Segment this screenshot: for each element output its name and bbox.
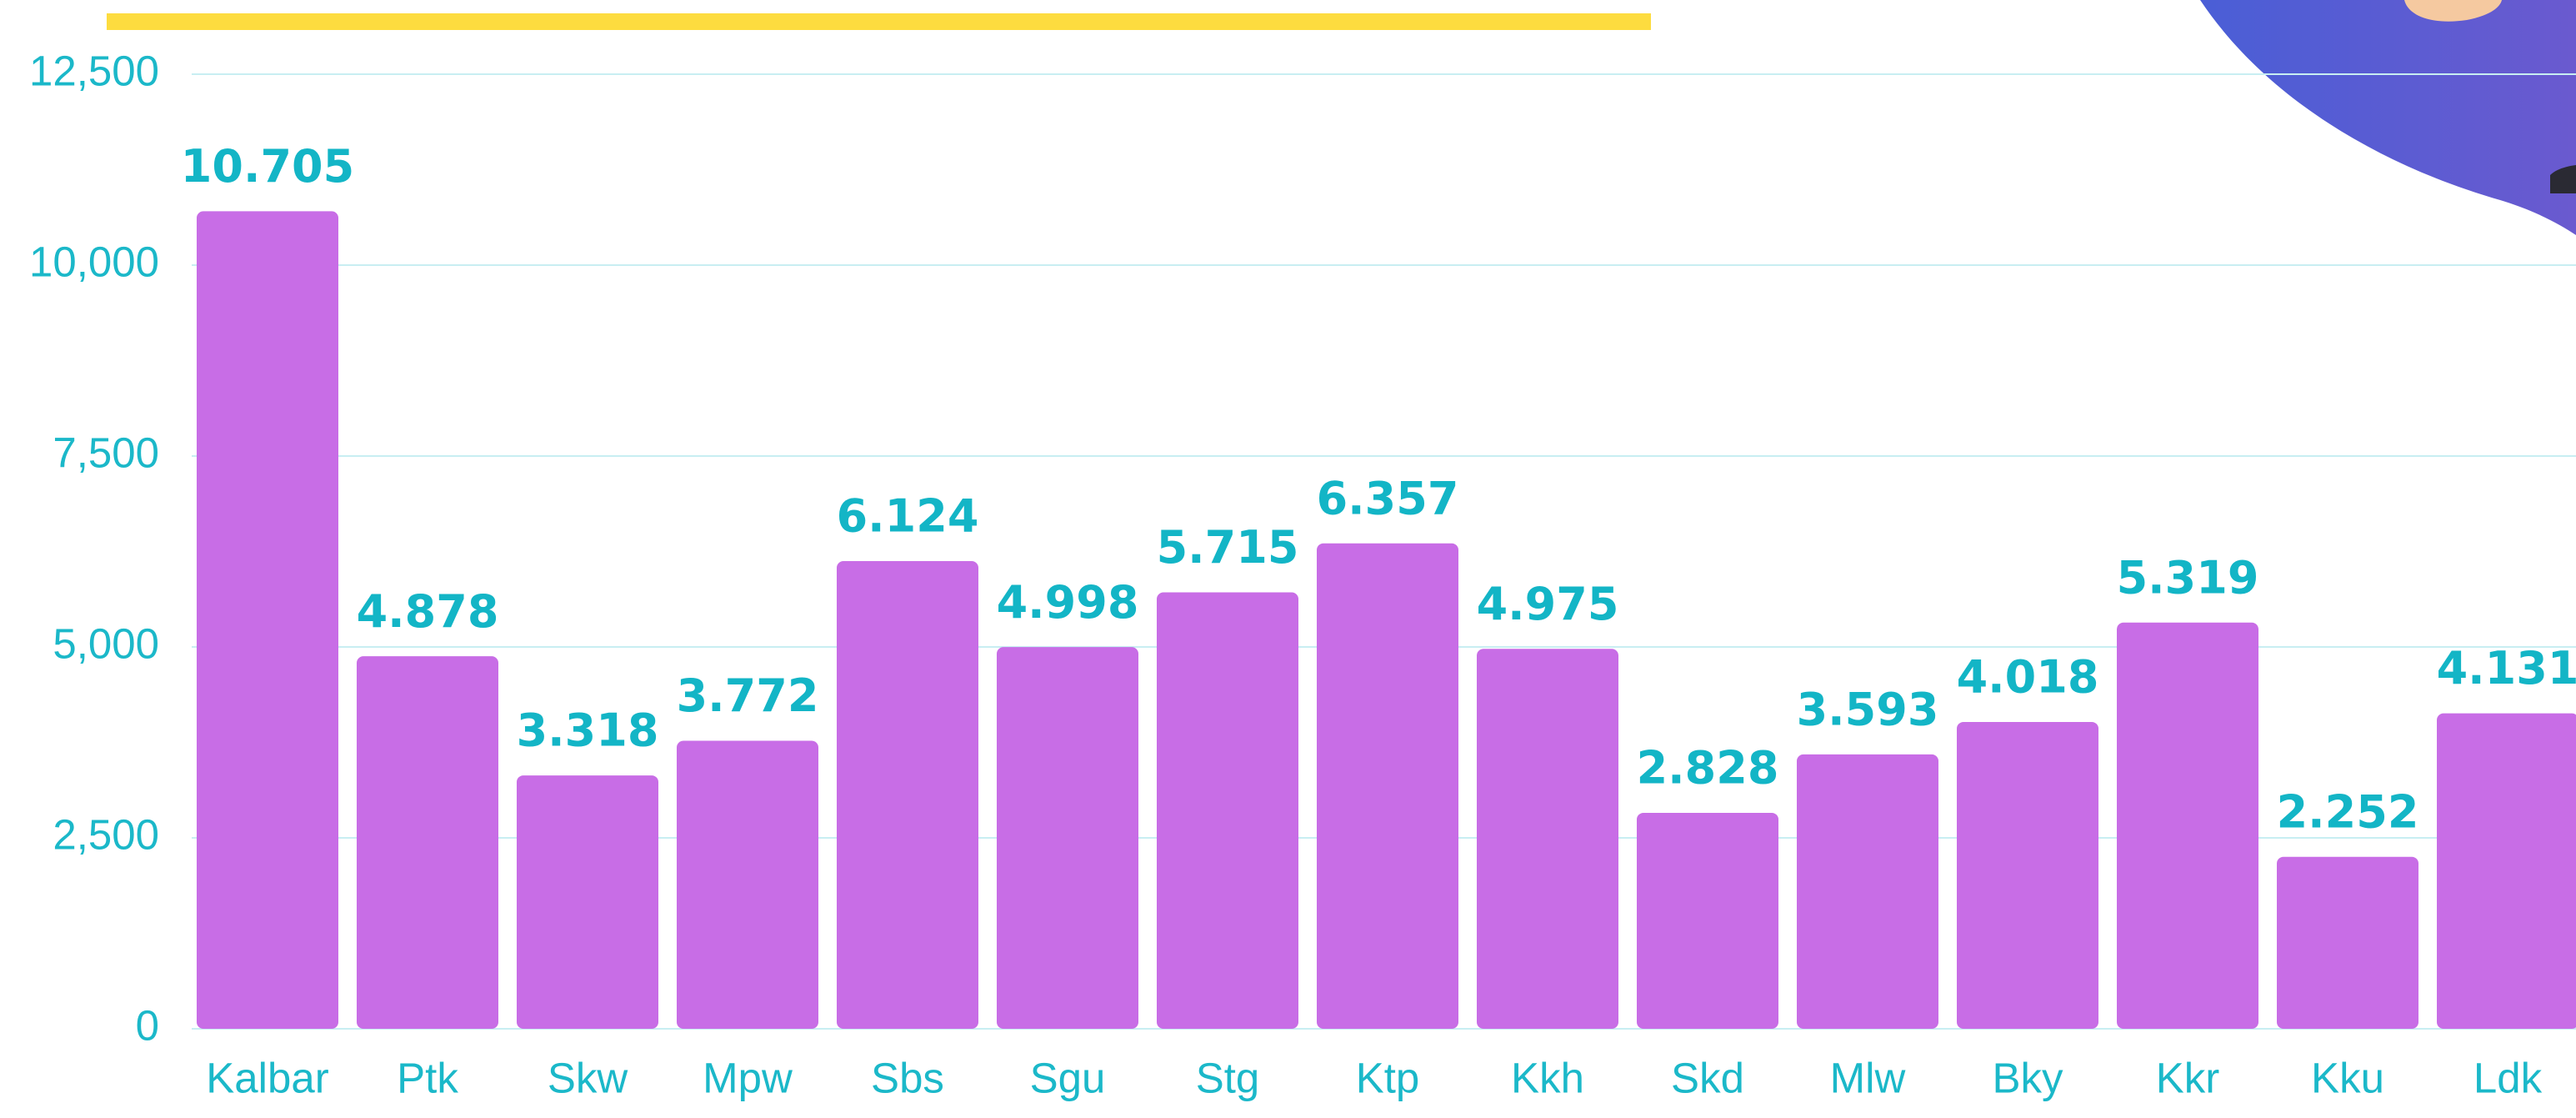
- bar: [1637, 813, 1778, 1029]
- x-tick-label: Kku: [2311, 1054, 2384, 1101]
- bar: [1957, 722, 2098, 1029]
- value-label: 3.318: [517, 704, 659, 757]
- bar: [837, 561, 978, 1029]
- y-tick-label: 10,000: [29, 238, 159, 285]
- bar: [997, 647, 1138, 1029]
- bar: [1477, 649, 1618, 1029]
- bar: [197, 211, 338, 1029]
- value-label: 2.828: [1637, 742, 1779, 795]
- bar: [1317, 544, 1458, 1029]
- page: {"chart_data": { "type": "bar", "categor…: [0, 0, 2576, 1118]
- x-tick-label: Ptk: [397, 1054, 458, 1101]
- x-tick-label: Sbs: [871, 1054, 944, 1101]
- value-label: 6.124: [837, 490, 979, 543]
- bar: [677, 740, 818, 1029]
- value-label: 6.357: [1317, 472, 1459, 524]
- y-tick-label: 7,500: [53, 429, 159, 476]
- x-tick-label: Kkr: [2156, 1054, 2220, 1101]
- bar: [2437, 714, 2576, 1029]
- x-tick-label: Stg: [1196, 1054, 1260, 1101]
- x-tick-label: Ldk: [2473, 1054, 2543, 1101]
- value-label: 3.772: [677, 669, 819, 722]
- bar: [2117, 623, 2258, 1029]
- value-label: 10.705: [181, 140, 354, 193]
- chart: 0 2,500 5,000 7,500 10,000 12,500 10.705 Kalbar…: [0, 0, 2576, 1118]
- x-tick-label: Mlw: [1830, 1054, 1906, 1101]
- value-label: 4.131: [2437, 642, 2576, 694]
- value-label: 5.319: [2117, 551, 2259, 604]
- x-tick-label: Skd: [1671, 1054, 1744, 1101]
- value-label: 4.878: [357, 585, 499, 638]
- x-tick-label: Kalbar: [206, 1054, 328, 1101]
- x-tick-label: Mpw: [703, 1054, 793, 1101]
- bar: [1157, 593, 1298, 1029]
- x-tick-label: Bky: [1992, 1054, 2063, 1101]
- decor-bar: [107, 13, 1651, 30]
- x-tick-label: Skw: [548, 1054, 628, 1101]
- y-tick-label: 12,500: [29, 47, 159, 94]
- x-tick-label: Ktp: [1356, 1054, 1420, 1101]
- bar: [357, 656, 498, 1029]
- value-label: 4.018: [1957, 651, 2099, 704]
- value-label: 5.715: [1157, 521, 1299, 574]
- x-tick-label: Kkh: [1511, 1054, 1584, 1101]
- bar: [2277, 857, 2418, 1029]
- y-tick-label: 0: [136, 1001, 159, 1049]
- value-label: 3.593: [1797, 684, 1939, 736]
- value-label: 4.975: [1477, 578, 1619, 630]
- value-label: 4.998: [997, 576, 1139, 629]
- x-tick-label: Sgu: [1030, 1054, 1106, 1101]
- bar: [517, 775, 658, 1029]
- decor-blob: [2200, 0, 2576, 235]
- y-tick-label: 2,500: [53, 810, 159, 858]
- value-label: 2.252: [2277, 785, 2419, 838]
- bar: [1797, 755, 1938, 1029]
- y-tick-label: 5,000: [53, 619, 159, 667]
